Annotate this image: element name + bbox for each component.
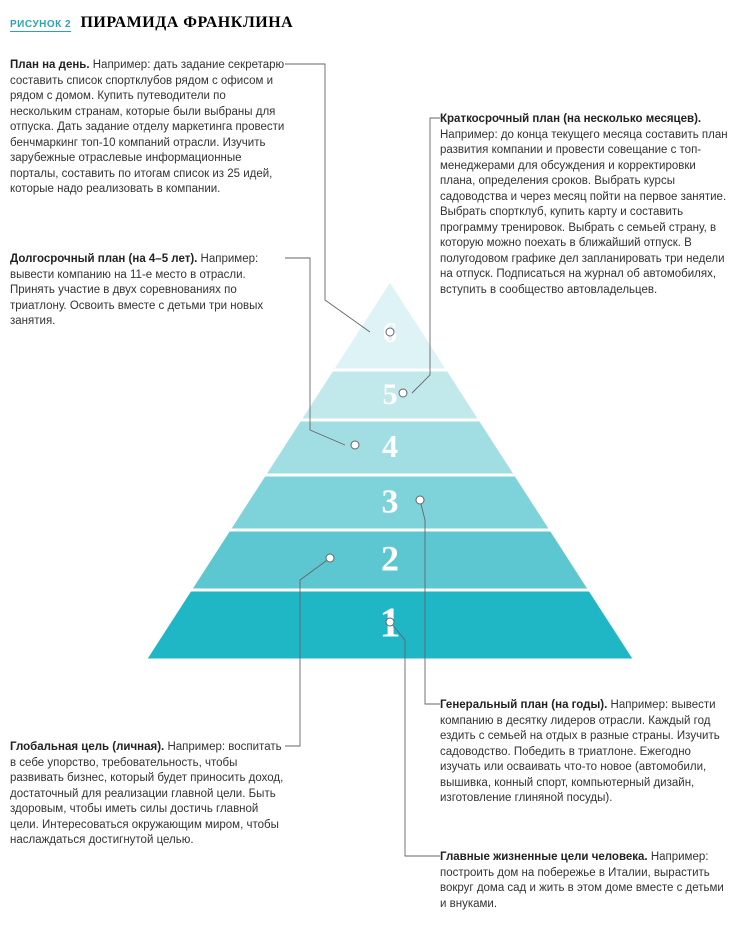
figure-title: ПИРАМИДА ФРАНКЛИНА: [80, 14, 293, 31]
annotation-body: Например: дать задание секретарю состави…: [10, 59, 284, 195]
annotation-daily: План на день. Например: дать задание сек…: [10, 58, 285, 198]
level-number-2: 2: [381, 538, 399, 578]
annotation-body: Например: воспитать в себе упорство, тре…: [10, 741, 283, 846]
annotation-main: Главные жизненные цели человека. Наприме…: [440, 850, 730, 912]
annotation-long: Долгосрочный план (на 4–5 лет). Например…: [10, 252, 285, 330]
bullet-long: [351, 441, 359, 449]
pyramid-level-6: [332, 280, 448, 370]
bullet-main: [386, 618, 394, 626]
level-number-6: 6: [383, 318, 397, 349]
pyramid-level-1: [145, 590, 635, 660]
leader-short: [412, 118, 440, 393]
leader-long: [285, 258, 345, 445]
annotation-general: Генеральный план (на годы). Например: вы…: [440, 698, 730, 807]
pyramid-level-5: [300, 370, 481, 420]
figure-page: РИСУНОК 2 ПИРАМИДА ФРАНКЛИНА 1 2 3 4 5 6 План…: [0, 0, 750, 926]
bullet-global: [326, 554, 334, 562]
pyramid-levels: [145, 280, 635, 660]
leader-daily: [285, 64, 370, 332]
annotation-title: Глобальная цель (личная).: [10, 741, 167, 753]
bullet-daily: [386, 328, 394, 336]
figure-header: РИСУНОК 2 ПИРАМИДА ФРАНКЛИНА: [10, 14, 293, 32]
annotation-title: Генеральный план (на годы).: [440, 699, 611, 711]
annotation-title: План на день.: [10, 59, 93, 71]
annotation-title: Главные жизненные цели человека.: [440, 851, 651, 863]
bullet-short: [399, 389, 407, 397]
leader-bullets: [326, 328, 424, 626]
leader-global: [285, 558, 330, 746]
leader-lines: [285, 64, 440, 856]
annotation-short: Краткосрочный план (на несколько месяцев…: [440, 112, 730, 298]
leader-main: [390, 622, 440, 856]
annotation-body: Например: до конца текущего месяца соста…: [440, 129, 728, 296]
annotation-global: Глобальная цель (личная). Например: восп…: [10, 740, 285, 849]
level-number-3: 3: [382, 483, 399, 520]
level-number-1: 1: [380, 601, 401, 647]
bullet-general: [416, 496, 424, 504]
annotation-title: Долгосрочный план (на 4–5 лет).: [10, 253, 201, 265]
annotation-body: Например: вывести компанию в десятку лид…: [440, 699, 720, 804]
pyramid-level-3: [229, 475, 551, 530]
level-number-5: 5: [383, 378, 398, 411]
figure-label: РИСУНОК 2: [10, 19, 71, 32]
annotation-title: Краткосрочный план (на несколько месяцев…: [440, 113, 701, 125]
leader-general: [420, 500, 440, 704]
pyramid-numbers: 1 2 3 4 5 6: [380, 318, 401, 646]
level-number-4: 4: [382, 428, 398, 464]
pyramid-level-2: [190, 530, 590, 590]
pyramid-level-4: [264, 420, 515, 475]
